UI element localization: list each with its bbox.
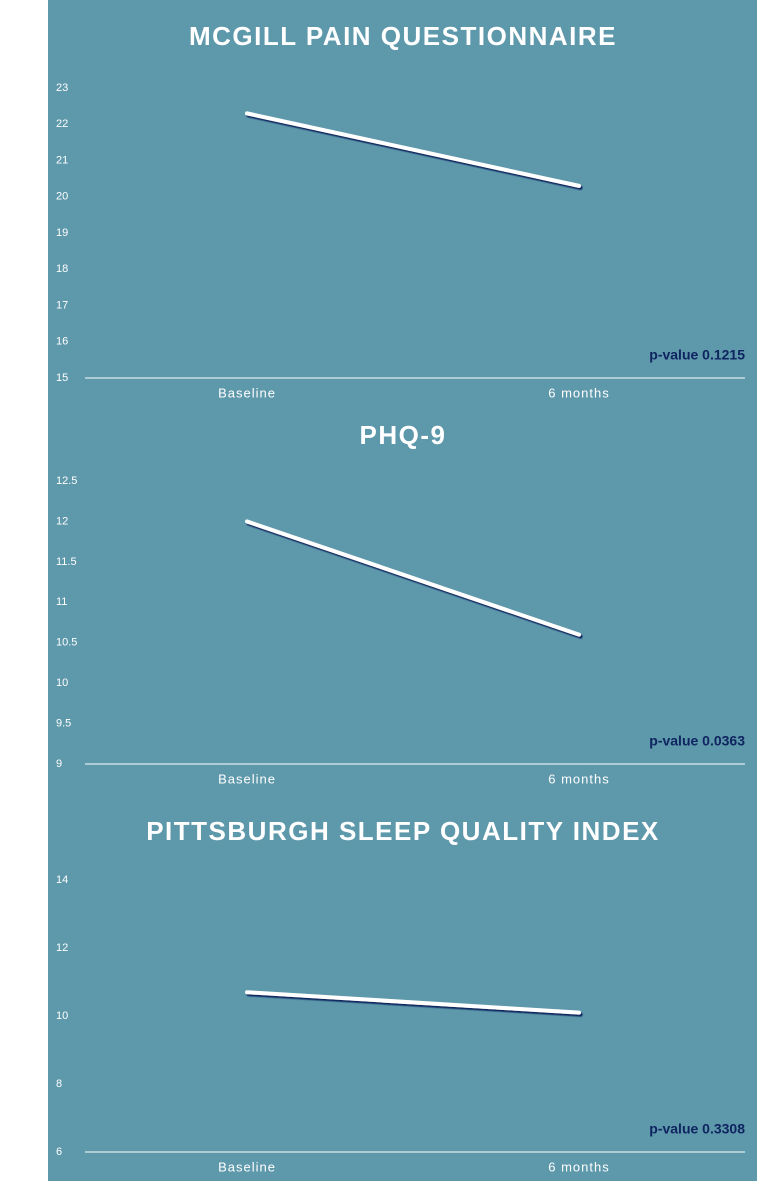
y-tick-label: 18 — [56, 263, 68, 275]
y-tick-label: 12 — [56, 515, 68, 527]
y-tick-label: 10.5 — [56, 637, 77, 649]
y-tick-label: 9.5 — [56, 717, 71, 729]
p-value-annotation: p-value 0.1215 — [649, 347, 745, 363]
p-value-annotation: p-value 0.3308 — [649, 1121, 745, 1137]
chart-title: MCGILL PAIN QUESTIONNAIRE — [189, 21, 617, 51]
series-line — [245, 519, 581, 637]
y-tick-label: 17 — [56, 299, 68, 311]
y-tick-label: 19 — [56, 227, 68, 239]
y-tick-label: 6 — [56, 1146, 62, 1158]
y-tick-label: 14 — [56, 874, 68, 886]
x-tick-label: 6 months — [548, 771, 609, 786]
y-tick-label: 11 — [56, 596, 67, 608]
y-tick-label: 15 — [56, 372, 68, 384]
x-tick-label: 6 months — [548, 385, 609, 400]
chart-title: PHQ-9 — [360, 420, 447, 450]
x-tick-label: Baseline — [218, 1159, 276, 1174]
y-tick-label: 9 — [56, 758, 62, 770]
series-line — [245, 990, 581, 1015]
y-tick-label: 16 — [56, 336, 68, 348]
y-tick-label: 11.5 — [56, 556, 77, 568]
y-tick-label: 12.5 — [56, 475, 77, 487]
p-value-annotation: p-value 0.0363 — [649, 733, 745, 749]
x-tick-label: Baseline — [218, 771, 276, 786]
y-tick-label: 20 — [56, 191, 68, 203]
y-tick-label: 10 — [56, 1010, 68, 1022]
series-line — [245, 111, 581, 188]
x-tick-label: Baseline — [218, 385, 276, 400]
y-tick-label: 21 — [56, 154, 68, 166]
background — [48, 0, 757, 1181]
y-tick-label: 12 — [56, 942, 68, 954]
y-tick-label: 23 — [56, 82, 68, 94]
y-tick-label: 10 — [56, 677, 68, 689]
y-tick-label: 8 — [56, 1078, 62, 1090]
y-tick-label: 22 — [56, 118, 68, 130]
x-tick-label: 6 months — [548, 1159, 609, 1174]
chart-title: PITTSBURGH SLEEP QUALITY INDEX — [146, 816, 660, 846]
